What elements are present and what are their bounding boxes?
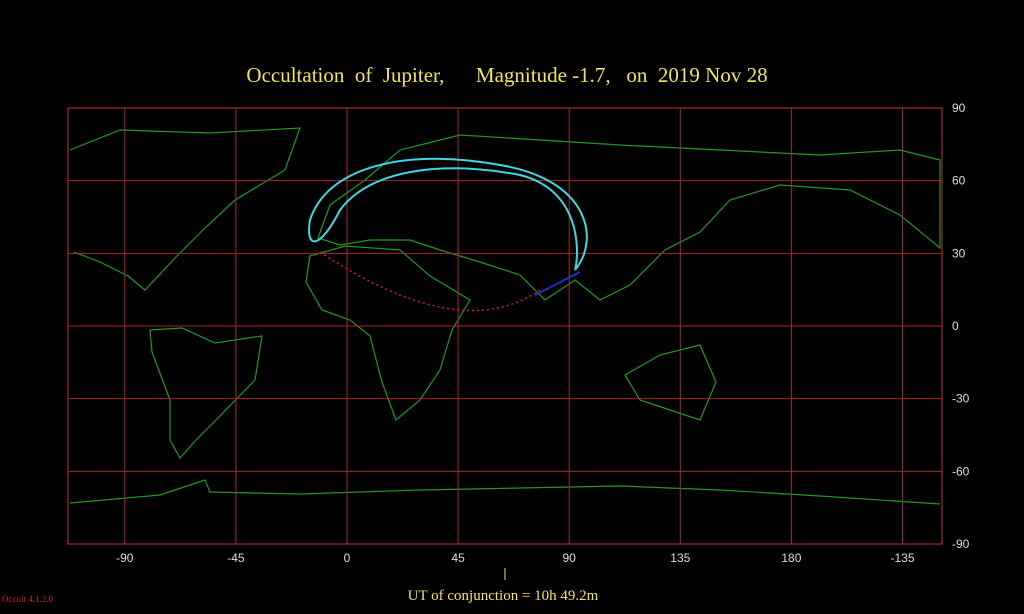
antarctica bbox=[69, 479, 941, 505]
lat-label: 90 bbox=[952, 101, 966, 115]
lon-label: 135 bbox=[670, 551, 690, 565]
coastlines bbox=[69, 127, 941, 505]
lat-label: 0 bbox=[952, 319, 959, 333]
footer: UT of conjunction = 10h 49.2m bbox=[408, 588, 599, 604]
lat-label: -30 bbox=[952, 392, 970, 406]
graticule: -90 -45 0 45 90 135 180 -135 90 60 30 0 -30 -60 -90 bbox=[67, 101, 970, 565]
eurasia bbox=[317, 134, 941, 301]
path-segment bbox=[534, 271, 581, 296]
lon-label: 90 bbox=[563, 551, 577, 565]
lat-label: 60 bbox=[952, 174, 966, 188]
lon-label: 0 bbox=[344, 551, 351, 565]
version: Occult 4.1.2.0 bbox=[2, 594, 53, 604]
occultation-limit bbox=[308, 157, 588, 271]
lon-label: -90 bbox=[116, 551, 134, 565]
lon-label: 45 bbox=[451, 551, 465, 565]
lon-label: 180 bbox=[781, 551, 801, 565]
lat-label: -60 bbox=[952, 464, 970, 478]
africa bbox=[305, 245, 471, 422]
lon-label: -135 bbox=[890, 551, 914, 565]
north-america bbox=[69, 127, 301, 291]
lon-label: -45 bbox=[227, 551, 245, 565]
australia bbox=[624, 344, 717, 421]
lat-label: -90 bbox=[952, 537, 970, 551]
map-title: Occultation of Jupiter, Magnitude -1.7, … bbox=[246, 63, 767, 87]
south-america bbox=[149, 327, 263, 460]
lat-label: 30 bbox=[952, 246, 966, 260]
